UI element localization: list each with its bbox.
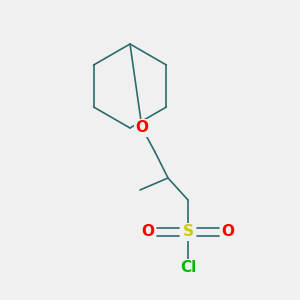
Text: S: S [182,224,194,239]
Text: O: O [221,224,235,239]
Text: O: O [142,224,154,239]
Text: Cl: Cl [180,260,196,275]
Text: O: O [136,121,148,136]
